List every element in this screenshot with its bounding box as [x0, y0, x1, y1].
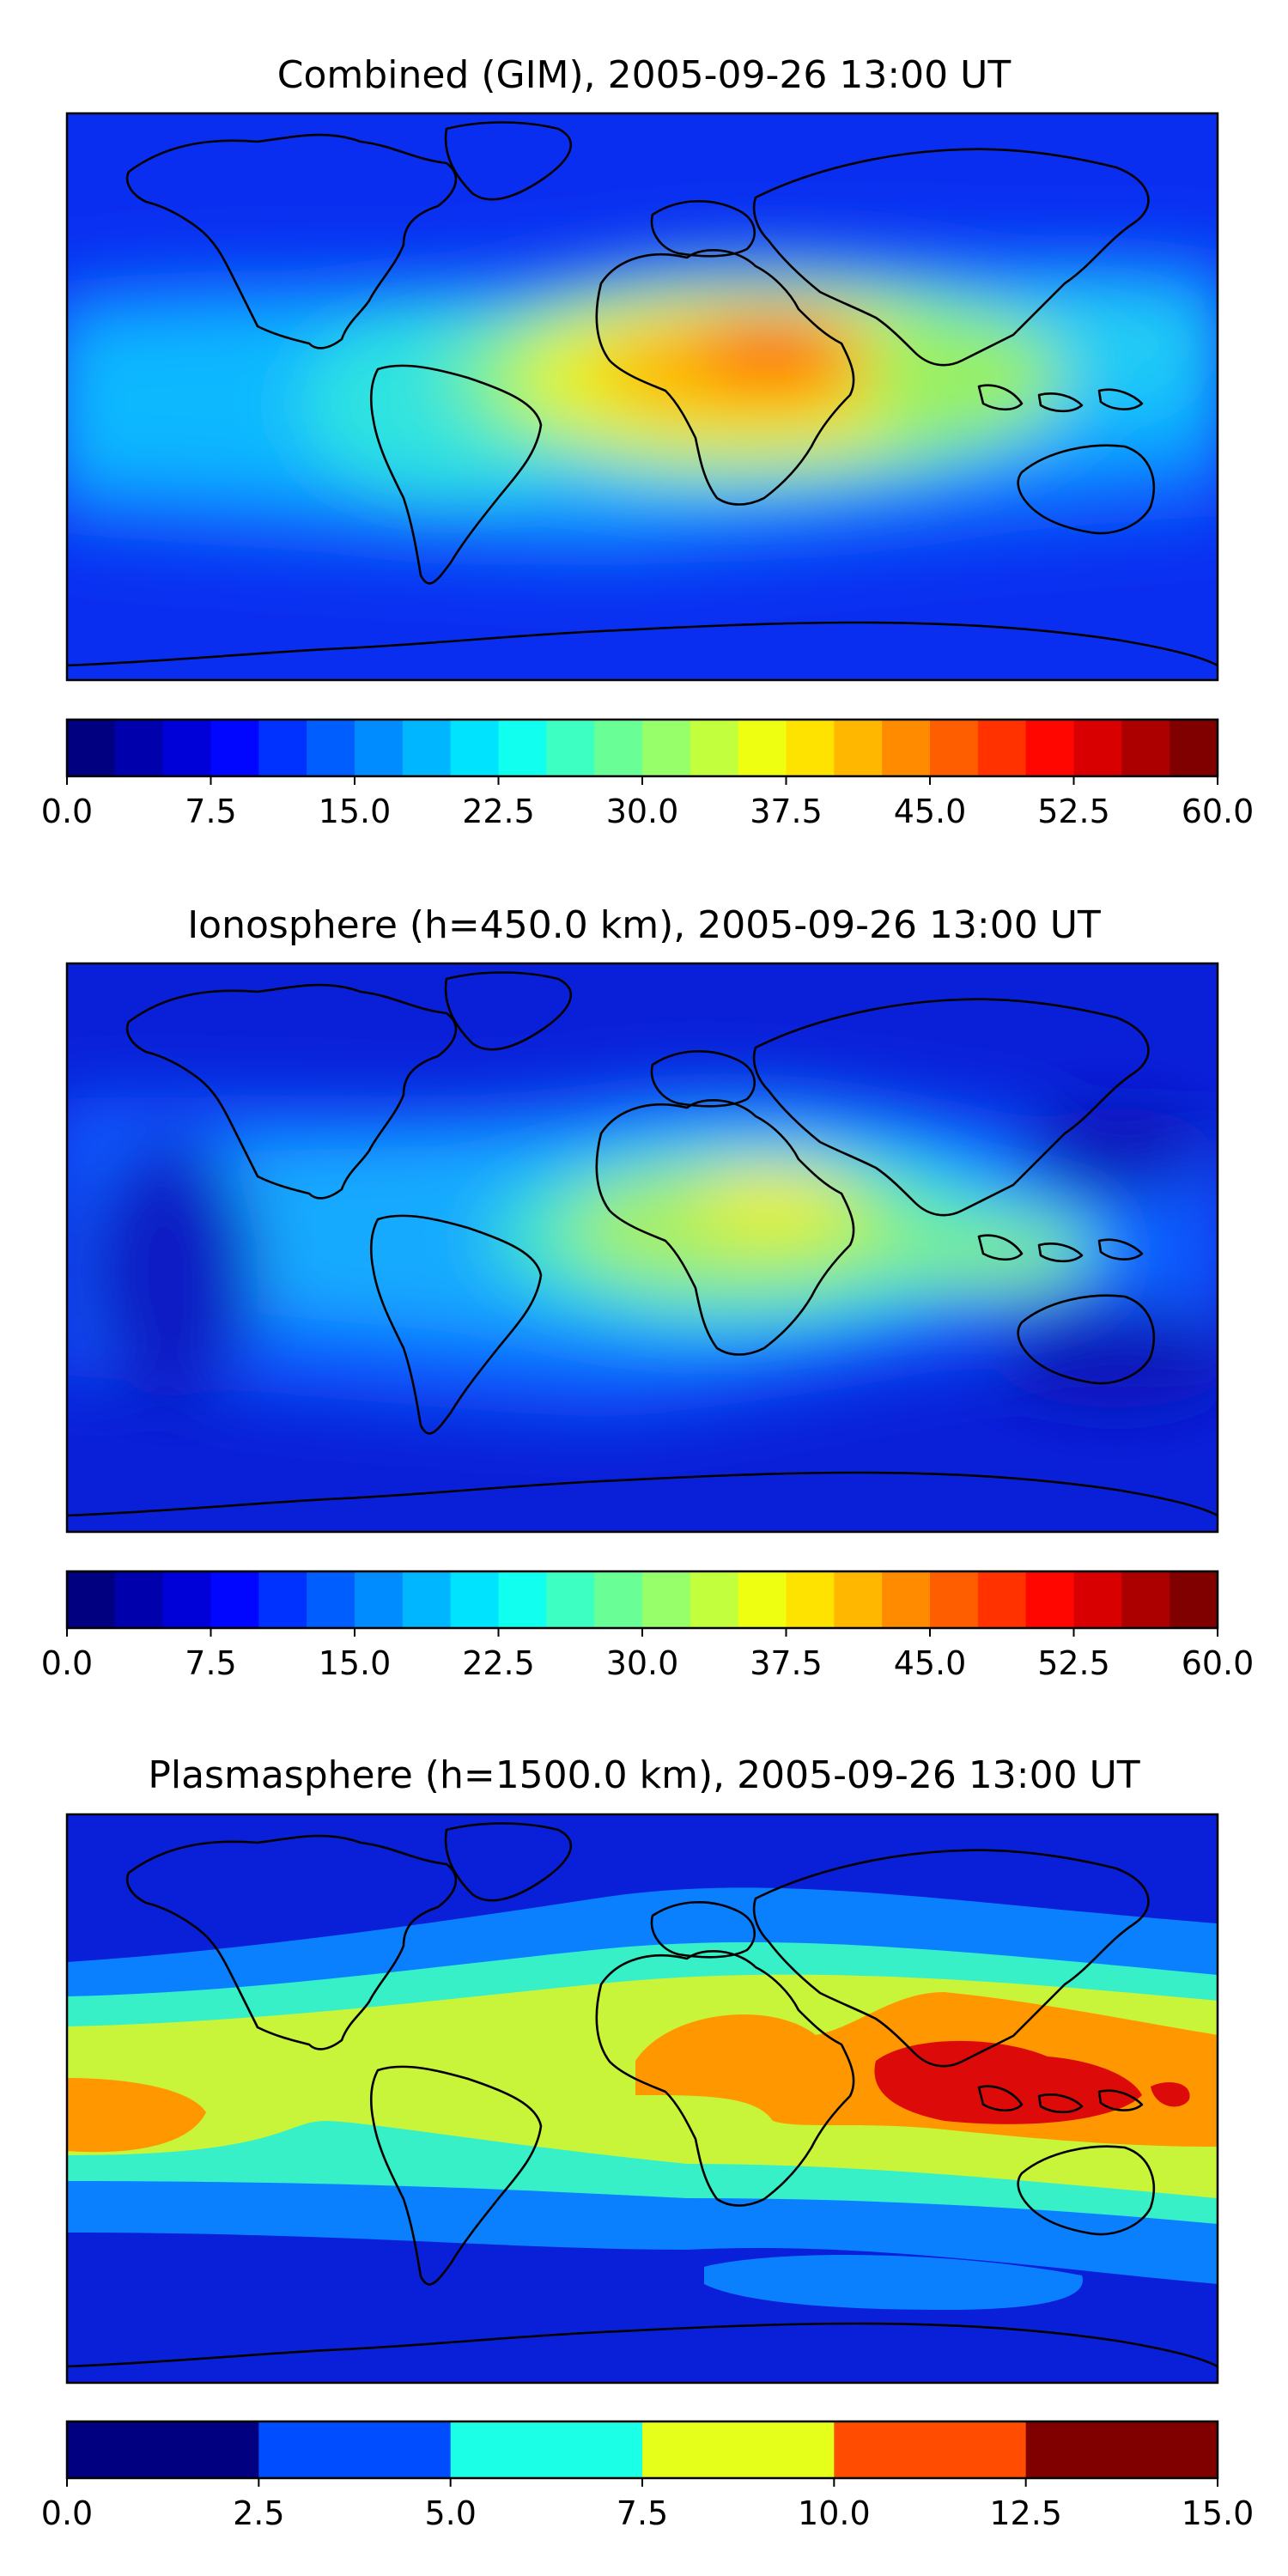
colorbar-level-swatch: [1121, 1571, 1170, 1628]
colorbar-tick-label: 7.5: [617, 2494, 668, 2532]
colorbar-level-swatch: [114, 720, 164, 776]
colorbar-tick-label: 10.0: [798, 2494, 871, 2532]
colorbar-tick-label: 30.0: [606, 1644, 679, 1682]
colorbar-level-swatch: [498, 1571, 547, 1628]
colorbar-tick-label: 37.5: [750, 793, 823, 830]
colorbar-level-swatch: [642, 1571, 691, 1628]
colorbar-level-swatch: [834, 2421, 1027, 2478]
colorbar-level-swatch: [594, 720, 643, 776]
colorbar-level-swatch: [930, 1571, 979, 1628]
colorbar-plasmasphere: 0.0 2.5 5.0 7.5 10.0 12.5 15.0: [41, 2420, 1255, 2532]
colorbar-level-swatch: [498, 720, 547, 776]
colorbar-level-swatch: [786, 720, 835, 776]
colorbar-level-swatch: [1025, 2421, 1218, 2478]
colorbar-level-swatch: [690, 720, 739, 776]
colorbar-level-swatch: [1025, 1571, 1075, 1628]
colorbar-level-swatch: [162, 1571, 212, 1628]
colorbar-level-swatch: [546, 1571, 595, 1628]
colorbar-level-swatch: [402, 720, 452, 776]
colorbar-tick-label: 7.5: [185, 793, 236, 830]
colorbar-level-swatch: [307, 1571, 355, 1628]
colorbar-level-swatch: [786, 1571, 835, 1628]
colorbar-tick-label: 45.0: [894, 793, 967, 830]
colorbar-level-swatch: [114, 1571, 164, 1628]
colorbar-tick-label: 2.5: [233, 2494, 284, 2532]
colorbar-level-swatch: [882, 720, 931, 776]
colorbar-level-swatch: [642, 2421, 835, 2478]
colorbar-level-swatch: [882, 1571, 931, 1628]
map-ionosphere: [67, 963, 1218, 1532]
colorbar-tick-label: 5.0: [424, 2494, 476, 2532]
colorbar-tick-label: 15.0: [319, 793, 392, 830]
colorbar-tick-label: 15.0: [1182, 2494, 1255, 2532]
colorbar-level-swatch: [210, 720, 259, 776]
colorbar-level-swatch: [307, 720, 355, 776]
colorbar-level-swatch: [258, 720, 307, 776]
colorbar-combined: 0.0 7.5 15.0 22.5 30.0 37.5 45.0 52.5 60.0: [41, 718, 1255, 830]
colorbar-level-swatch: [1025, 720, 1075, 776]
colorbar-level-swatch: [690, 1571, 739, 1628]
map-frame-plasmasphere: [65, 1813, 1219, 2385]
colorbar-level-swatch: [450, 1571, 500, 1628]
colorbar-level-swatch: [258, 1571, 307, 1628]
colorbar-tick-label: 0.0: [41, 2494, 93, 2532]
colorbar-level-swatch: [834, 720, 883, 776]
colorbar-level-swatch: [1170, 1571, 1218, 1628]
colorbar-ionosphere: 0.0 7.5 15.0 22.5 30.0 37.5 45.0 52.5 60.0: [41, 1570, 1255, 1682]
colorbar-level-swatch: [450, 2421, 643, 2478]
colorbar-tick-label: 22.5: [462, 1644, 535, 1682]
colorbar-level-swatch: [738, 1571, 787, 1628]
map-combined: [67, 113, 1218, 680]
colorbar-level-swatch: [834, 1571, 883, 1628]
colorbar-tick-label: 60.0: [1182, 1644, 1255, 1682]
colorbar-tick-label: 12.5: [989, 2494, 1062, 2532]
colorbar-tick-label: 22.5: [462, 793, 535, 830]
colorbar-level-swatch: [355, 720, 404, 776]
colorbar-level-swatch: [67, 720, 116, 776]
colorbar-level-swatch: [738, 720, 787, 776]
panel-title-ionosphere: Ionosphere (h=450.0 km), 2005-09-26 13:0…: [187, 903, 1101, 947]
colorbar-level-swatch: [594, 1571, 643, 1628]
colorbar-level-swatch: [1073, 720, 1122, 776]
colorbar-tick-label: 7.5: [185, 1644, 236, 1682]
colorbar-level-swatch: [546, 720, 595, 776]
coastline-outline: [66, 121, 1218, 667]
colorbar-tick-label: 15.0: [319, 1644, 392, 1682]
colorbar-level-swatch: [258, 2421, 452, 2478]
colorbar-tick-label: 37.5: [750, 1644, 823, 1682]
colorbar-level-swatch: [1121, 720, 1170, 776]
panel-title-plasmasphere: Plasmasphere (h=1500.0 km), 2005-09-26 1…: [148, 1753, 1140, 1797]
panel-title-combined: Combined (GIM), 2005-09-26 13:00 UT: [276, 53, 1012, 97]
colorbar-tick-label: 60.0: [1182, 793, 1255, 830]
colorbar-tick-label: 52.5: [1037, 1644, 1110, 1682]
colorbar-level-swatch: [642, 720, 691, 776]
map-frame-ionosphere: [65, 962, 1219, 1534]
colorbar-level-swatch: [355, 1571, 404, 1628]
colorbar-level-swatch: [210, 1571, 259, 1628]
colorbar-level-swatch: [977, 1571, 1027, 1628]
colorbar-level-swatch: [930, 720, 979, 776]
map-plasmasphere: [67, 1814, 1218, 2383]
colorbar-level-swatch: [402, 1571, 452, 1628]
map-frame-combined: [65, 112, 1219, 682]
colorbar-tick-label: 0.0: [41, 793, 93, 830]
colorbar-tick-label: 45.0: [894, 1644, 967, 1682]
colorbar-level-swatch: [1073, 1571, 1122, 1628]
colorbar-level-swatch: [450, 720, 500, 776]
colorbar-tick-label: 52.5: [1037, 793, 1110, 830]
colorbar-level-swatch: [67, 1571, 116, 1628]
colorbar-tick-label: 30.0: [606, 793, 679, 830]
colorbar-level-swatch: [67, 2421, 259, 2478]
colorbar-level-swatch: [162, 720, 212, 776]
colorbar-level-swatch: [1170, 720, 1218, 776]
colorbar-tick-label: 0.0: [41, 1644, 93, 1682]
colorbar-level-swatch: [977, 720, 1027, 776]
